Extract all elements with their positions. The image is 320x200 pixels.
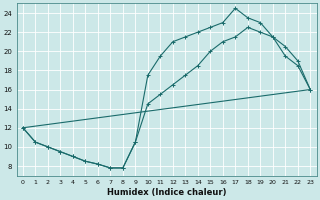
X-axis label: Humidex (Indice chaleur): Humidex (Indice chaleur): [107, 188, 226, 197]
